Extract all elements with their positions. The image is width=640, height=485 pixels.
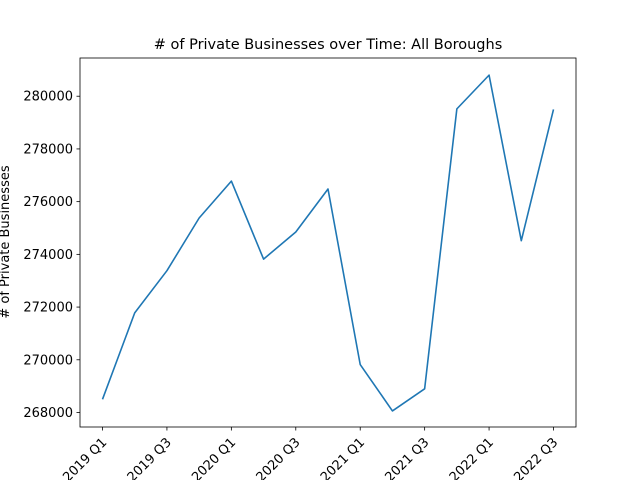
y-tick-label: 274000: [23, 248, 73, 263]
plot-area-frame: [79, 57, 577, 428]
y-tick-label: 276000: [23, 195, 73, 210]
y-tick-label: 272000: [23, 301, 73, 316]
y-axis-ticks: 268000 270000 272000 274000 276000 278000 2800…: [23, 90, 80, 421]
series-line: [101, 74, 555, 412]
series-layer: [101, 74, 555, 412]
y-axis-label: # of Private Businesses: [0, 165, 13, 318]
y-tick-label: 268000: [23, 406, 73, 421]
y-tick-label: 278000: [23, 142, 73, 157]
chart-title: # of Private Businesses over Time: All B…: [154, 37, 503, 53]
y-tick-label: 280000: [23, 90, 73, 105]
y-tick-label: 270000: [23, 353, 73, 368]
